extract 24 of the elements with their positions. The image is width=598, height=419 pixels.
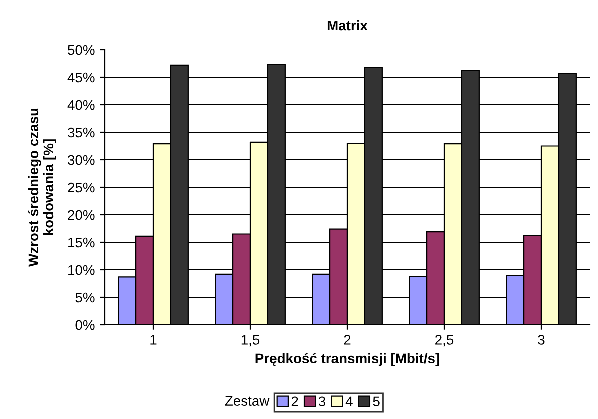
y-tick-label: 30% (68, 155, 95, 166)
x-tick-label: 2 (344, 335, 351, 345)
y-tick-label: 5% (76, 292, 95, 303)
y-tick-label: 40% (68, 100, 95, 110)
y-tick-label: 25% (68, 182, 95, 193)
y-tick-label: 15% (68, 238, 95, 248)
legend-label: 2 (292, 396, 298, 406)
legend-label: 3 (318, 396, 326, 407)
y-tick-label: 0% (76, 320, 95, 330)
legend-label: 5 (373, 396, 380, 407)
x-tick-label: 1 (150, 335, 157, 345)
x-tick-label: 2,5 (436, 335, 454, 347)
y-tick-label: 20% (68, 210, 95, 220)
y-axis-title: Wzrost średniego czasu kodowania [%] (28, 108, 56, 267)
x-tick-label: 3 (538, 335, 545, 345)
chart-title: Matrix (328, 20, 368, 31)
y-tick-label: 50% (68, 45, 95, 56)
legend-label: 4 (346, 396, 353, 406)
y-tick-label: 45% (68, 72, 95, 83)
x-axis-title: Prędkość transmisji [Mbit/s] (256, 353, 440, 366)
y-tick-label: 35% (68, 128, 95, 138)
legend-title: Zestaw (225, 396, 270, 406)
y-tick-label: 10% (68, 265, 95, 276)
x-tick-label: 1,5 (242, 335, 260, 347)
